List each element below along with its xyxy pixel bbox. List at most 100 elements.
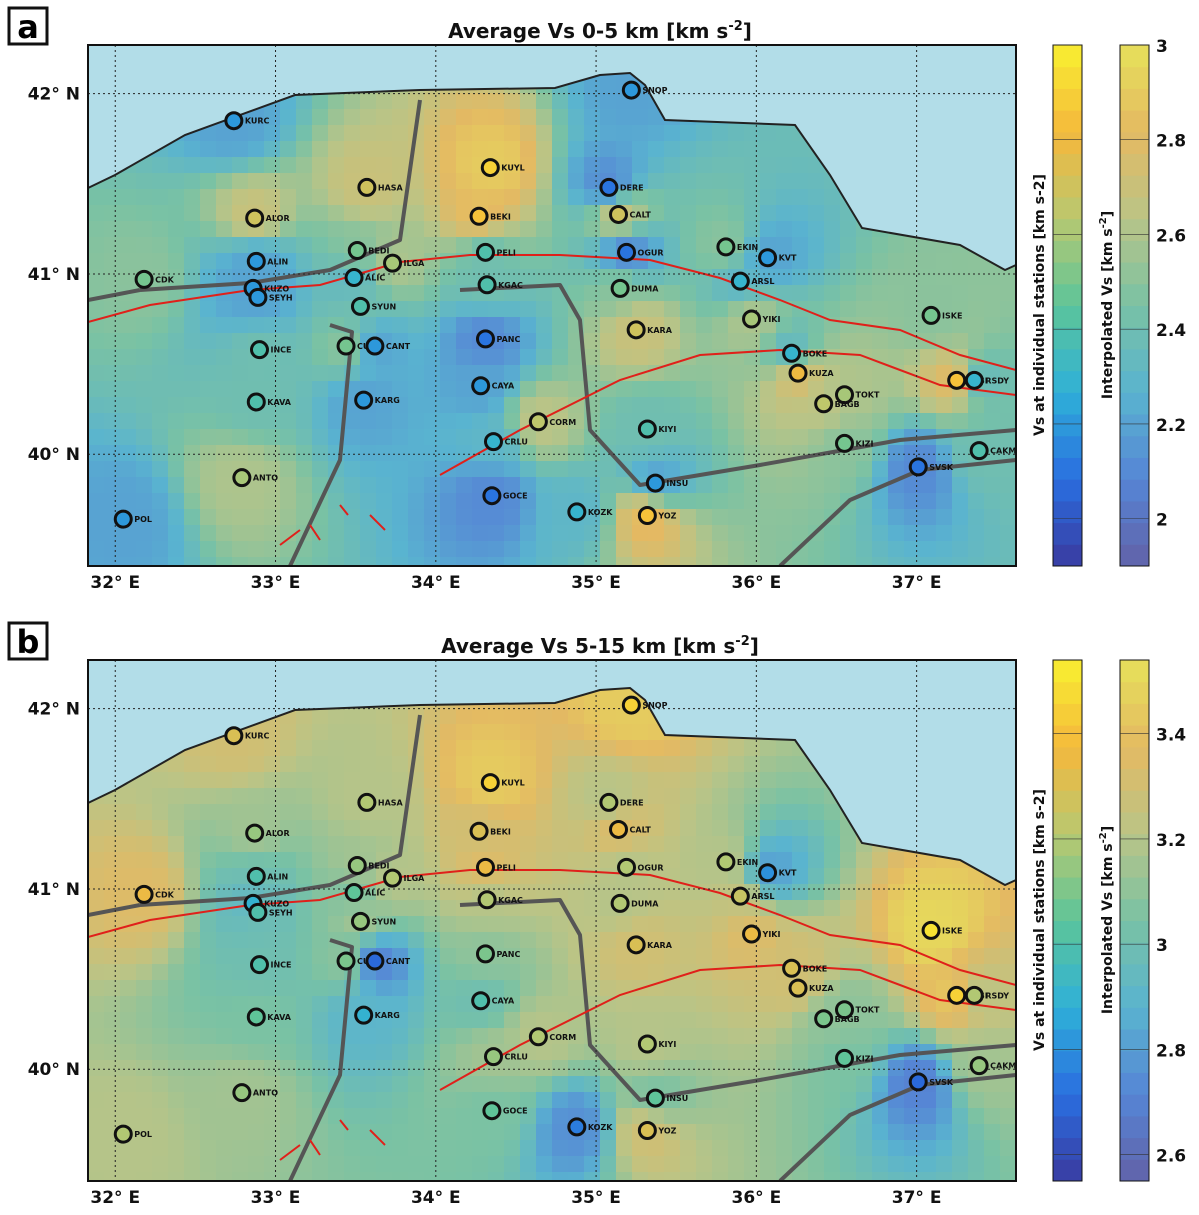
field-cell [328,189,345,206]
field-cell [440,884,457,901]
field-cell [712,948,729,965]
field-cell [744,996,761,1013]
field-cell [712,900,729,917]
field-cell [376,756,393,773]
colorbar-band [1120,660,1149,682]
field-cell [824,541,841,558]
field-cell [728,996,745,1013]
field-cell [504,724,521,741]
field-cell [728,916,745,933]
field-cell [424,173,441,190]
colorbar-tick-label: 3 [1156,936,1168,956]
colorbar-tick-label: 2.6 [1156,1147,1186,1167]
field-cell [392,756,409,773]
field-cell [168,221,185,238]
field-cell [664,916,681,933]
field-cell [104,948,121,965]
field-cell [728,948,745,965]
field-cell [760,381,777,398]
field-cell [520,461,537,478]
field-cell [216,173,233,190]
field-cell [200,788,217,805]
field-cell [232,365,249,382]
field-cell [712,804,729,821]
field-cell [216,429,233,446]
field-cell [312,804,329,821]
field-cell [312,932,329,949]
field-cell [584,525,601,542]
field-cell [360,1092,377,1109]
field-cell [296,1012,313,1029]
title-end: ] [743,19,752,43]
field-cell [152,932,169,949]
field-cell [120,381,137,398]
field-cell [696,756,713,773]
field-cell [136,1012,153,1029]
station [359,794,375,810]
field-cell [296,804,313,821]
station [484,488,500,504]
field-cell [584,317,601,334]
field-cell [408,397,425,414]
field-cell [696,868,713,885]
field-cell [808,269,825,286]
field-cell [200,173,217,190]
field-cell [136,301,153,318]
field-cell [872,1028,889,1045]
field-cell [184,157,201,174]
field-cell [680,221,697,238]
field-cell [520,948,537,965]
field-cell [296,1044,313,1061]
field-cell [216,445,233,462]
field-cell [440,788,457,805]
field-cell [216,996,233,1013]
field-cell [712,189,729,206]
field-cell [408,237,425,254]
field-cell [552,525,569,542]
field-cell [888,1156,905,1173]
field-cell [264,141,281,158]
colorbar-band [1120,284,1149,306]
field-cell [168,1060,185,1077]
field-cell [472,1028,489,1045]
field-cell [248,429,265,446]
field-cell [600,756,617,773]
field-cell [728,541,745,558]
field-cell [696,1156,713,1173]
colorbar-band [1120,986,1149,1008]
field-cell [808,509,825,526]
field-cell [264,429,281,446]
field-cell [424,996,441,1013]
colorbar-band [1053,769,1082,791]
field-cell [296,1076,313,1093]
field-cell [392,285,409,302]
field-cell [440,333,457,350]
field-cell [760,541,777,558]
field-cell [392,125,409,142]
field-cell [408,964,425,981]
field-cell [696,900,713,917]
field-cell [568,996,585,1013]
field-cell [200,445,217,462]
field-cell [808,1108,825,1125]
field-cell [632,756,649,773]
field-cell [840,1092,857,1109]
field-cell [648,333,665,350]
field-cell [456,996,473,1013]
field-cell [200,1092,217,1109]
field-cell [88,397,105,414]
field-cell [696,916,713,933]
field-cell [424,301,441,318]
field-cell [504,932,521,949]
field-cell [616,964,633,981]
field-cell [856,1028,873,1045]
field-cell [744,173,761,190]
field-cell [440,1028,457,1045]
field-cell [536,509,553,526]
field-cell [824,1028,841,1045]
colorbar-band [1053,1029,1082,1051]
field-cell [824,836,841,853]
field-cell [696,804,713,821]
field-cell [104,932,121,949]
field-cell [536,740,553,757]
